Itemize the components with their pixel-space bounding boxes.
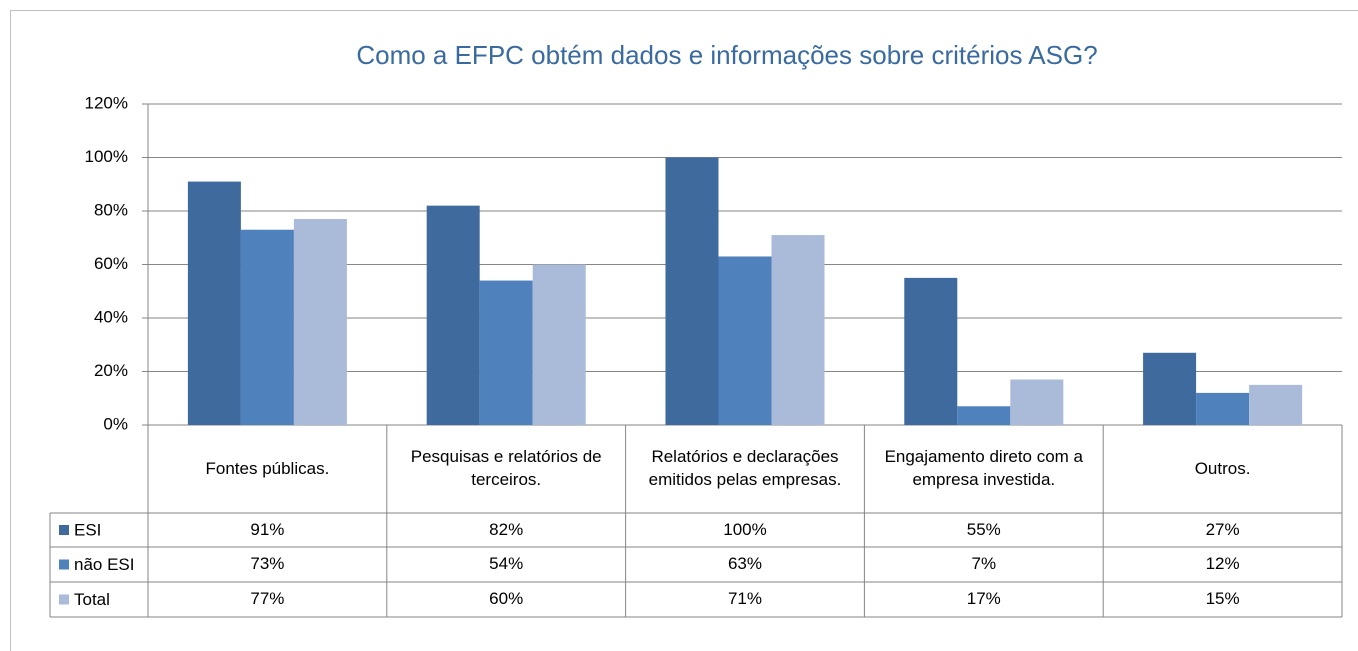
bar xyxy=(1249,384,1303,425)
table-value: 15% xyxy=(1205,589,1240,609)
table-value: 7% xyxy=(971,554,997,574)
legend-swatch xyxy=(59,594,69,605)
legend-swatch xyxy=(59,525,69,535)
y-tick-label: 80% xyxy=(94,200,128,219)
bar xyxy=(904,277,958,425)
bar xyxy=(187,181,241,425)
x-tick-label: Engajamento direto com a empresa investi… xyxy=(884,447,1084,489)
bar xyxy=(293,219,347,425)
table-value: 63% xyxy=(727,554,762,574)
legend-label: ESI xyxy=(74,520,101,539)
bar xyxy=(1196,392,1250,425)
table-value: 82% xyxy=(489,519,524,539)
table-value: 73% xyxy=(250,554,285,574)
x-tick-label: Outros. xyxy=(1194,458,1251,478)
legend-label: Total xyxy=(74,590,110,609)
bar xyxy=(240,229,294,425)
bar xyxy=(479,280,533,425)
bar xyxy=(665,157,719,425)
chart-frame xyxy=(10,10,1358,651)
bar xyxy=(532,264,586,425)
table-value: 100% xyxy=(723,519,767,539)
y-tick-label: 20% xyxy=(94,361,128,380)
bar xyxy=(718,256,772,425)
table-value: 91% xyxy=(250,519,285,539)
y-tick-label: 40% xyxy=(94,307,128,326)
y-tick-label: 100% xyxy=(85,147,128,166)
x-tick-label: Pesquisas e relatórios de terceiros. xyxy=(410,447,602,489)
table-value: 17% xyxy=(966,589,1001,609)
bar xyxy=(957,406,1011,425)
table-value: 55% xyxy=(966,519,1001,539)
legend-swatch xyxy=(59,559,69,570)
x-tick-label: Fontes públicas. xyxy=(205,458,330,478)
bar xyxy=(426,205,480,425)
table-value: 54% xyxy=(489,554,524,574)
table-value: 77% xyxy=(250,589,285,609)
bar xyxy=(1143,352,1197,425)
table-value: 71% xyxy=(727,589,762,609)
legend-label: não ESI xyxy=(74,555,135,574)
table-value: 60% xyxy=(489,589,524,609)
table-value: 12% xyxy=(1205,554,1240,574)
bar xyxy=(771,235,825,425)
chart-title: Como a EFPC obtém dados e informações so… xyxy=(356,40,1097,70)
table-value: 27% xyxy=(1205,519,1240,539)
y-tick-label: 0% xyxy=(103,414,128,433)
x-tick-label: Relatórios e declarações emitidos pelas … xyxy=(648,447,842,489)
y-tick-label: 60% xyxy=(94,254,128,273)
bar xyxy=(1010,379,1064,425)
y-tick-label: 120% xyxy=(85,93,128,112)
